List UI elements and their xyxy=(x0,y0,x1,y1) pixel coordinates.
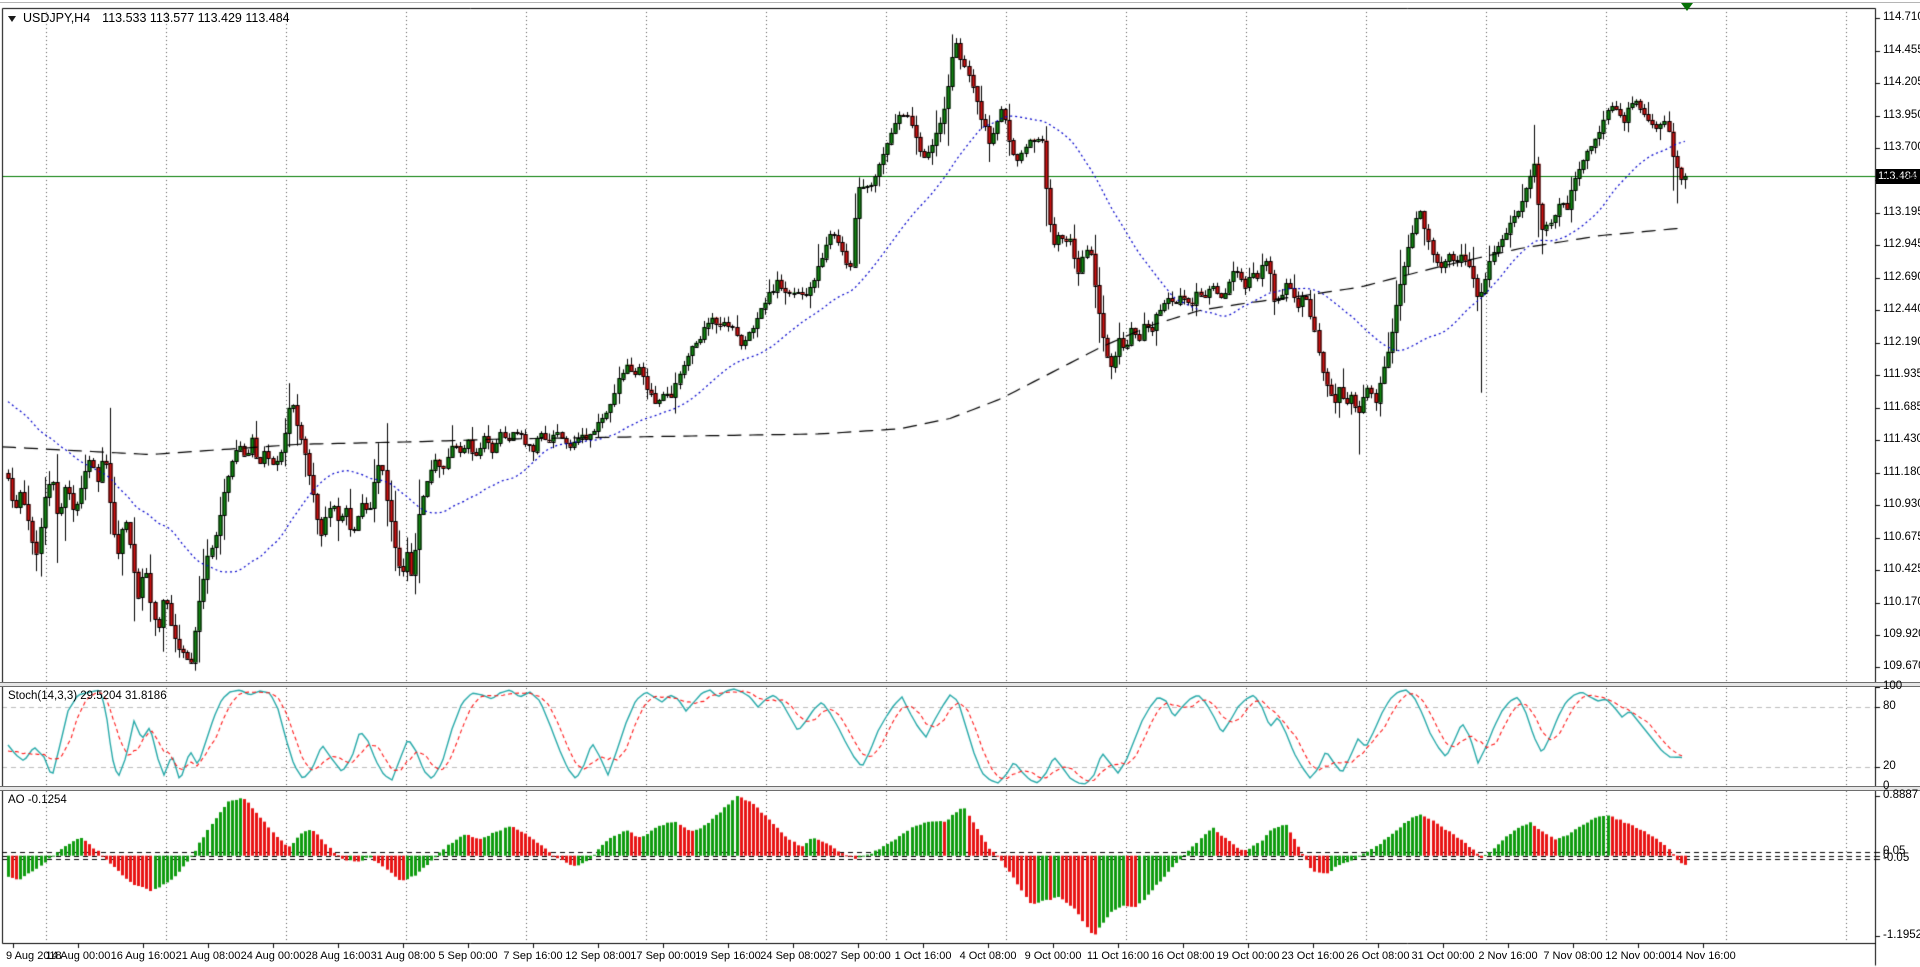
symbol-label: USDJPY,H4 xyxy=(23,11,91,25)
quote-ohlc-values: 113.533 113.577 113.429 113.484 xyxy=(102,11,290,25)
panel-separator[interactable] xyxy=(0,682,1920,687)
window-top-edge xyxy=(0,2,1920,3)
header-quote-line: USDJPY,H4 113.533 113.577 113.429 113.484 xyxy=(8,11,290,25)
stoch-panel-label: Stoch(14,3,3) 29.5204 31.8186 xyxy=(8,690,167,702)
alert-down-triangle-icon xyxy=(1681,3,1693,11)
symbol-down-triangle-icon xyxy=(8,16,16,22)
ao-indicator-name: AO xyxy=(8,794,25,806)
ao-panel-label: AO -0.1254 xyxy=(8,794,67,806)
stoch-indicator-values: 29.5204 31.8186 xyxy=(80,690,167,702)
ao-indicator-value: -0.1254 xyxy=(27,794,67,806)
panel-separator[interactable] xyxy=(0,786,1920,791)
current-price-badge: 113.484 xyxy=(1876,169,1920,184)
stoch-indicator-name: Stoch(14,3,3) xyxy=(8,690,78,702)
